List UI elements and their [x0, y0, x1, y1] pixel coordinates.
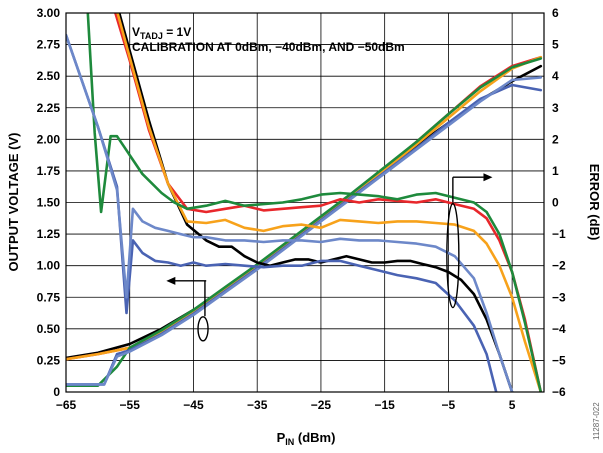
y-right-tick-label: −2 — [552, 259, 566, 273]
y-left-tick-label: 0.50 — [37, 322, 61, 336]
right-axis-ticks: −6 −5 −4 −3 −2 −1 0 1 2 3 4 5 6 — [552, 6, 566, 399]
y-left-tick-label: 1.75 — [37, 164, 61, 178]
voltage-line-blue_light — [66, 76, 543, 386]
figure-id: 11287-022 — [592, 402, 601, 440]
bottom-axis-ticks: −65 −55 −45 −35 −25 −15 −5 5 — [56, 398, 516, 412]
series-group — [66, 13, 543, 392]
y-left-tick-label: 2.75 — [37, 38, 61, 52]
y-left-tick-label: 3.00 — [37, 6, 61, 20]
y-left-tick-label: 1.00 — [37, 259, 61, 273]
x-tick-label: 5 — [509, 398, 516, 412]
y-left-tick-label: 2.00 — [37, 132, 61, 146]
x-tick-label: −15 — [374, 398, 395, 412]
y-right-tick-label: 3 — [552, 101, 559, 115]
x-tick-label: −55 — [120, 398, 141, 412]
y-axis-left-title: OUTPUT VOLTAGE (V) — [6, 133, 21, 272]
y-left-tick-label: 2.25 — [37, 101, 61, 115]
y-left-tick-label: 0.25 — [37, 353, 61, 367]
error-line-blue — [66, 33, 498, 392]
y-right-tick-label: −4 — [552, 322, 566, 336]
x-tick-label: −25 — [311, 398, 332, 412]
y-right-tick-label: 0 — [552, 196, 559, 210]
x-tick-label: −5 — [442, 398, 456, 412]
y-right-tick-label: 6 — [552, 6, 559, 20]
y-right-tick-label: 4 — [552, 69, 559, 83]
annotation-calibration: CALIBRATION AT 0dBm, −40dBm, AND −50dBm — [132, 40, 405, 54]
x-axis-title: PIN (dBm) — [277, 430, 336, 447]
left-arrow-icon — [166, 276, 176, 285]
y-left-tick-label: 1.25 — [37, 227, 61, 241]
error-line-green — [86, 13, 543, 392]
x-tick-label: −65 — [56, 398, 77, 412]
left-axis-indicator-ellipse — [197, 316, 209, 342]
error-line-orange — [116, 13, 543, 392]
y-left-tick-label: 1.50 — [37, 196, 61, 210]
y-right-tick-label: 5 — [552, 38, 559, 52]
y-left-tick-label: 0.75 — [37, 290, 61, 304]
right-arrow-icon — [483, 173, 493, 182]
y-right-tick-label: −1 — [552, 227, 566, 241]
series-layer — [66, 13, 543, 392]
y-right-tick-label: 1 — [552, 164, 559, 178]
y-left-tick-label: 0 — [53, 385, 60, 399]
y-axis-right-title: ERROR (dB) — [587, 164, 602, 241]
error-line-red — [114, 13, 543, 392]
x-tick-label: −45 — [183, 398, 204, 412]
annotation-marks — [166, 173, 493, 342]
x-tick-label: −35 — [247, 398, 268, 412]
y-right-tick-label: −5 — [552, 353, 566, 367]
y-right-tick-label: −6 — [552, 385, 566, 399]
error-line-blue_light — [66, 33, 514, 392]
left-axis-ticks: 0 0.25 0.50 0.75 1.00 1.25 1.50 1.75 2.00 2.25 2.5… — [37, 6, 61, 399]
y-right-tick-label: 2 — [552, 132, 559, 146]
y-right-tick-label: −3 — [552, 290, 566, 304]
plot-frame — [65, 12, 545, 393]
right-axis-indicator-ellipse — [446, 202, 460, 309]
y-left-tick-label: 2.50 — [37, 69, 61, 83]
annotation-vtadj: VTADJ = 1V — [132, 25, 191, 41]
